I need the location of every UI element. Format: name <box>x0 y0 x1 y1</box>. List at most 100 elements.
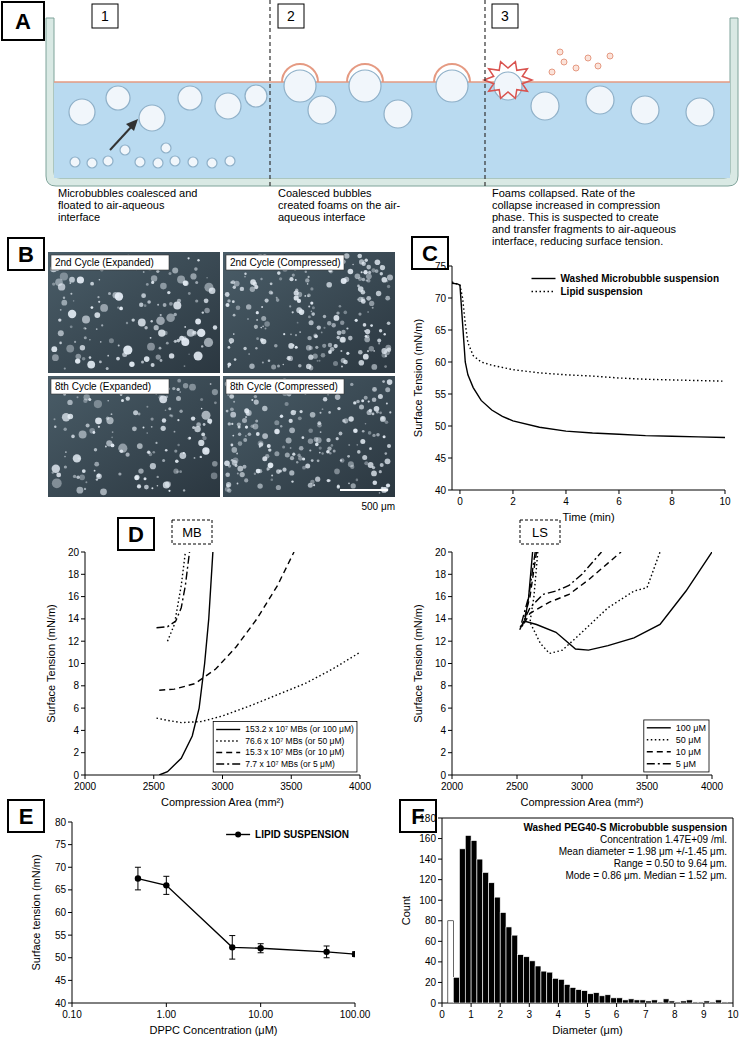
bubble-spot <box>290 456 294 460</box>
bubble-spot <box>225 292 230 297</box>
bubble-spot <box>162 459 165 462</box>
y-tick <box>438 941 442 942</box>
y-tick <box>438 818 442 819</box>
bubble-spot <box>204 338 213 347</box>
bubble-spot <box>82 316 90 324</box>
legend-swatch <box>216 763 240 764</box>
bubble-spot <box>172 268 178 274</box>
bubble-spot <box>265 454 269 458</box>
bubble-spot <box>100 341 102 343</box>
bubble-spot <box>306 345 312 351</box>
burst <box>484 62 532 99</box>
bubble-spot <box>295 346 298 349</box>
bubble-spot <box>257 483 262 488</box>
bubble-spot <box>355 273 361 279</box>
legend-label: LIPID SUSPENSION <box>255 829 349 840</box>
y-tick <box>448 685 452 686</box>
bubble-spot <box>106 417 109 420</box>
micrograph <box>48 376 220 497</box>
bubble-spot <box>348 482 350 484</box>
bubble-spot <box>233 333 235 335</box>
bubble-spot <box>77 487 84 494</box>
bubble-spot <box>211 473 218 480</box>
bubble-spot <box>82 357 86 361</box>
bubble-spot <box>188 292 191 295</box>
series-line <box>157 552 361 723</box>
hist-bar <box>646 1001 652 1003</box>
y-tick <box>438 838 442 839</box>
bubble-spot <box>302 466 306 470</box>
bubble-spot <box>368 462 374 468</box>
hist-bar <box>448 921 454 1003</box>
hist-bar <box>582 991 588 1003</box>
x-tick-label: 2000 <box>74 781 97 792</box>
bubble-spot <box>310 287 313 290</box>
bubble-spot <box>261 316 266 321</box>
x-tick <box>471 1003 472 1007</box>
bubble-spot <box>256 319 258 321</box>
bubble-spot <box>147 451 151 455</box>
bubble-spot <box>254 395 257 398</box>
bubble-spot <box>238 433 241 436</box>
bubble-spot <box>153 451 156 454</box>
bubble-spot <box>380 265 385 270</box>
bubble-spot <box>68 414 74 420</box>
hist-bar <box>640 1000 646 1003</box>
step-box <box>92 4 118 28</box>
x-axis-label: Compression Area (mm²) <box>521 796 644 808</box>
hist-bar <box>663 999 669 1003</box>
bubble-spot <box>195 319 201 325</box>
bubble-spot <box>245 435 247 437</box>
x-tick-label: 5 <box>585 1009 591 1020</box>
x-tick <box>166 1003 167 1007</box>
bubble-spot <box>328 479 330 481</box>
x-tick <box>355 1003 356 1007</box>
bubble-spot <box>296 307 302 313</box>
bubble-spot <box>231 423 233 425</box>
bubble-spot <box>271 479 274 482</box>
bubble <box>284 70 316 102</box>
bubble <box>494 72 522 100</box>
bubble-spot <box>190 273 196 279</box>
bubble <box>153 158 163 168</box>
bubble-spot <box>64 465 67 468</box>
bubble-spot <box>378 343 380 345</box>
y-axis-label: Surface Tension (mN/m) <box>412 604 424 722</box>
bubble-spot <box>299 446 304 451</box>
subplot-title: MB <box>182 525 202 540</box>
y-tick <box>68 867 72 868</box>
bubble-spot <box>339 432 343 436</box>
y-tick <box>448 618 452 619</box>
legend-swatch <box>647 739 671 740</box>
bubble-spot <box>313 334 317 338</box>
hist-bar <box>576 990 582 1003</box>
bubble-spot <box>364 461 368 465</box>
x-tick-label: 3500 <box>636 781 659 792</box>
legend-label: Washed Microbubble suspension <box>561 273 720 284</box>
bubble-spot <box>70 293 72 295</box>
y-tick-label: 65 <box>55 884 67 895</box>
error-bar <box>258 944 264 953</box>
x-tick <box>565 490 566 494</box>
bubble-spot <box>362 278 365 281</box>
bubble-spot <box>151 426 153 428</box>
x-axis <box>452 490 725 491</box>
y-tick-label: 4 <box>73 725 79 736</box>
legend-label: 76.6 x 10⁷ MBs (or 50 μM) <box>245 736 344 746</box>
bubble-spot <box>315 346 318 349</box>
error-bar <box>229 936 235 960</box>
marker <box>257 945 263 951</box>
bubble-spot <box>334 344 338 348</box>
legend-swatch <box>532 278 556 279</box>
x-tick-label: 3 <box>527 1009 533 1020</box>
y-tick-label: 16 <box>68 591 80 602</box>
x-tick <box>703 1003 704 1007</box>
step-caption: aqueous interface <box>278 211 365 223</box>
bubble-spot <box>232 300 235 303</box>
bubble-spot <box>286 437 292 443</box>
bubble-spot <box>118 345 120 347</box>
bubble-spot <box>261 306 263 308</box>
legend-label: 50 μM <box>676 735 701 745</box>
bubble-spot <box>240 287 244 291</box>
annotation: Range = 0.50 to 9.64 μm. <box>614 858 727 869</box>
